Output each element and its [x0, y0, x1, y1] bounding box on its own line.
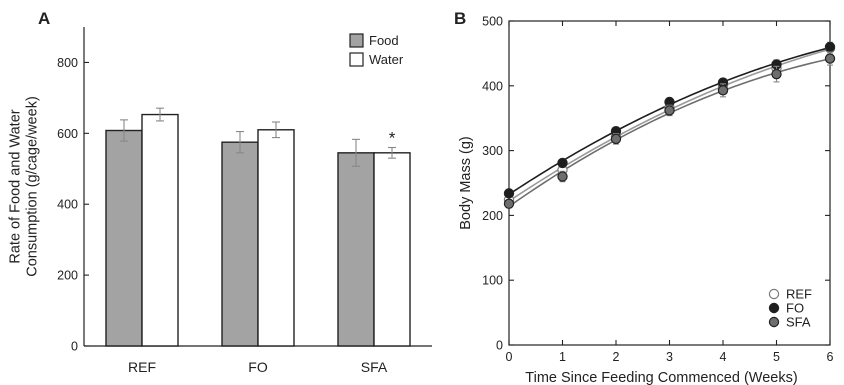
panel-b: B 0 100 200 300 400 500 0 1 2 3 4 5 6 Body Mass (g) Tim… — [454, 9, 836, 385]
axis-title-line: Rate of Food and Water — [8, 109, 24, 263]
y-tick-label: 300 — [482, 144, 503, 158]
x-category-label: FO — [248, 359, 268, 375]
x-tick-label: 0 — [506, 350, 513, 364]
data-point-sfa — [503, 198, 515, 209]
bar-food — [105, 129, 143, 347]
legend-swatch-food — [349, 33, 364, 48]
bar-food — [221, 141, 259, 347]
bar-water — [141, 113, 179, 347]
y-tick-label: 400 — [57, 198, 78, 212]
y-tick-label: 500 — [482, 15, 503, 29]
legend-label: FO — [786, 301, 804, 316]
y-tick-label: 400 — [482, 79, 503, 93]
y-axis-title: Body Mass (g) — [458, 136, 474, 229]
legend-marker-sfa — [768, 316, 780, 328]
y-axis-title: Rate of Food and WaterConsumption (g/cag… — [8, 96, 41, 277]
data-point-sfa — [824, 53, 836, 64]
y-tick-label: 0 — [496, 339, 503, 353]
legend-swatch-water — [349, 52, 364, 67]
data-point-sfa — [771, 68, 782, 80]
y-tick-label: 100 — [482, 274, 503, 288]
legend-label: REF — [786, 287, 812, 302]
y-tick-label: 200 — [482, 209, 503, 223]
data-point-sfa — [557, 171, 568, 182]
legend-label: SFA — [786, 315, 811, 330]
panel-letter: B — [454, 9, 466, 28]
x-axis-title: Time Since Feeding Commenced (Weeks) — [525, 370, 797, 385]
data-point-fo — [824, 41, 836, 53]
fit-line-sfa — [508, 58, 831, 208]
x-tick-label: 6 — [827, 350, 834, 364]
x-tick-label: 3 — [666, 350, 673, 364]
data-point-sfa — [717, 85, 729, 96]
fit-line-ref — [508, 48, 831, 202]
panel-a: A 0 200 400 600 800 Rate of Food and WaterCons… — [8, 9, 432, 375]
x-category-label: SFA — [361, 359, 388, 375]
data-point-sfa — [664, 105, 675, 116]
data-point-fo — [503, 188, 515, 199]
legend-marker-ref — [768, 288, 780, 300]
data-point-sfa — [610, 133, 622, 145]
legend-label: Food — [369, 33, 399, 48]
legend-label: Water — [369, 52, 404, 67]
x-category-label: REF — [128, 359, 156, 375]
x-tick-label: 1 — [559, 350, 566, 364]
panel-letter: A — [38, 9, 50, 28]
x-tick-label: 5 — [773, 350, 780, 364]
legend-marker-fo — [768, 302, 780, 314]
bar-water — [257, 129, 295, 347]
y-tick-label: 600 — [57, 127, 78, 141]
y-tick-label: 0 — [71, 340, 78, 354]
significance-asterisk: * — [389, 129, 396, 148]
x-tick-label: 2 — [613, 350, 620, 364]
y-tick-label: 200 — [57, 269, 78, 283]
y-tick-label: 800 — [57, 56, 78, 70]
plot-frame — [508, 20, 831, 346]
fit-line-fo — [508, 46, 831, 196]
bar-food — [337, 152, 375, 347]
x-tick-label: 4 — [720, 350, 727, 364]
bar-water — [373, 152, 411, 347]
axis-title-line: Consumption (g/cage/week) — [25, 96, 41, 277]
data-point-fo — [557, 157, 568, 169]
